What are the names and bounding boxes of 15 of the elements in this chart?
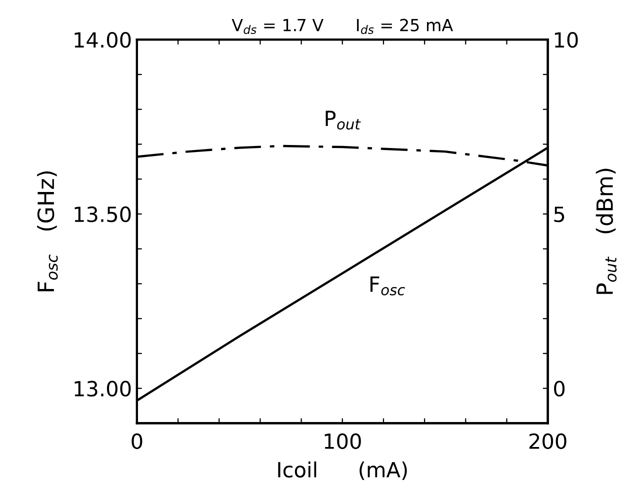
y2-tick-label: 5 [554, 206, 564, 222]
x-tick-label: 100 [324, 433, 361, 450]
series-label: F$_{osc}$ [370, 276, 405, 296]
x-axis-title: Icoil (mA) [278, 461, 407, 480]
text: P$_{out}$ (dBm) [596, 168, 617, 294]
y-tick-label: 13.50 [74, 206, 131, 222]
y-tick-label: 13.00 [74, 380, 131, 397]
y2-tick-label: 10 [554, 32, 578, 48]
x-tick-label: 0 [132, 433, 142, 450]
x-tick-label: 200 [529, 433, 566, 450]
y2-tick-label: 0 [554, 380, 565, 397]
chart-title: V$_{ds}$ = 1.7 V I$_{ds}$ = 25 mA [232, 18, 453, 34]
series-label: P$_{out}$ [326, 110, 361, 130]
y-tick-label: 14.00 [74, 32, 131, 48]
text: F$_{osc}$ (GHz) [37, 171, 58, 292]
